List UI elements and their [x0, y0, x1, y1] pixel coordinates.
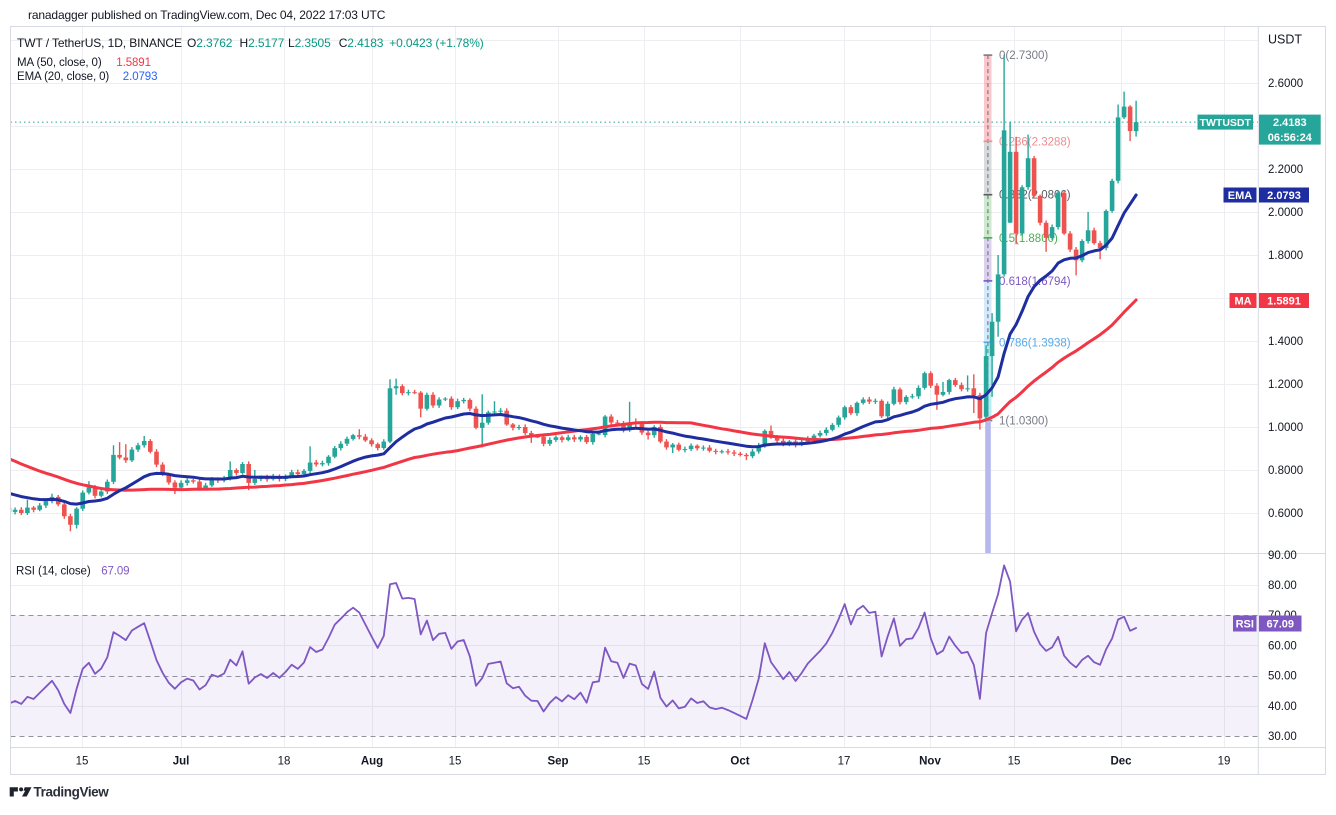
svg-text:2.6000: 2.6000 — [1268, 78, 1303, 90]
svg-text:1.0000: 1.0000 — [1268, 422, 1303, 434]
svg-text:17: 17 — [838, 756, 851, 768]
svg-text:Oct: Oct — [730, 756, 749, 768]
svg-text:18: 18 — [278, 756, 291, 768]
svg-text:1.5891: 1.5891 — [1267, 296, 1301, 308]
svg-text:0.786(1.3938): 0.786(1.3938) — [999, 337, 1071, 349]
svg-text:EMA (20, close, 0)2.0793: EMA (20, close, 0) 2.0793 — [17, 71, 157, 83]
svg-text:30.00: 30.00 — [1268, 731, 1297, 743]
svg-text:0(2.7300): 0(2.7300) — [999, 50, 1048, 62]
svg-text:15: 15 — [76, 756, 89, 768]
svg-text:Nov: Nov — [919, 756, 941, 768]
svg-text:Aug: Aug — [361, 756, 383, 768]
svg-text:Sep: Sep — [547, 756, 568, 768]
svg-text:0.5(1.8800): 0.5(1.8800) — [999, 233, 1058, 245]
svg-text:19: 19 — [1218, 756, 1231, 768]
svg-text:40.00: 40.00 — [1268, 701, 1297, 713]
svg-text:USDT: USDT — [1268, 33, 1302, 47]
svg-text:1.2000: 1.2000 — [1268, 379, 1303, 391]
svg-text:TWT / TetherUS, 1D, BINANCE: TWT / TetherUS, 1D, BINANCE — [17, 36, 182, 50]
svg-text:MA (50, close, 0)1.5891: MA (50, close, 0) 1.5891 — [17, 57, 151, 69]
svg-text:15: 15 — [638, 756, 651, 768]
svg-text:TWTUSDT: TWTUSDT — [1200, 117, 1252, 129]
svg-text:90.00: 90.00 — [1268, 550, 1297, 562]
svg-text:TradingView: TradingView — [34, 784, 110, 799]
svg-text:2.0000: 2.0000 — [1268, 207, 1303, 219]
svg-text:80.00: 80.00 — [1268, 580, 1297, 592]
svg-text:0.618(1.6794): 0.618(1.6794) — [999, 276, 1071, 288]
svg-text:06:56:24: 06:56:24 — [1268, 132, 1313, 144]
svg-text:1(1.0300): 1(1.0300) — [999, 416, 1048, 428]
svg-text:1.4000: 1.4000 — [1268, 336, 1303, 348]
svg-text:EMA: EMA — [1228, 190, 1253, 202]
svg-text:1.8000: 1.8000 — [1268, 250, 1303, 262]
svg-text:15: 15 — [449, 756, 462, 768]
svg-text:0.6000: 0.6000 — [1268, 508, 1303, 520]
svg-text:2.2000: 2.2000 — [1268, 164, 1303, 176]
svg-text:MA: MA — [1234, 296, 1251, 308]
svg-text:Jul: Jul — [173, 756, 190, 768]
svg-text:15: 15 — [1008, 756, 1021, 768]
svg-text:2.4183: 2.4183 — [1273, 117, 1307, 129]
svg-text:ranadagger published on Tradin: ranadagger published on TradingView.com,… — [28, 8, 386, 22]
svg-text:Dec: Dec — [1110, 756, 1132, 768]
svg-text:0.8000: 0.8000 — [1268, 465, 1303, 477]
svg-text:0.236(2.3288): 0.236(2.3288) — [999, 136, 1071, 148]
svg-text:2.0793: 2.0793 — [1267, 190, 1301, 202]
svg-text:RSI: RSI — [1236, 619, 1254, 631]
svg-text:67.09: 67.09 — [1266, 619, 1294, 631]
svg-text:50.00: 50.00 — [1268, 671, 1297, 683]
svg-text:RSI (14, close)67.09: RSI (14, close) 67.09 — [16, 566, 129, 578]
svg-text:60.00: 60.00 — [1268, 640, 1297, 652]
